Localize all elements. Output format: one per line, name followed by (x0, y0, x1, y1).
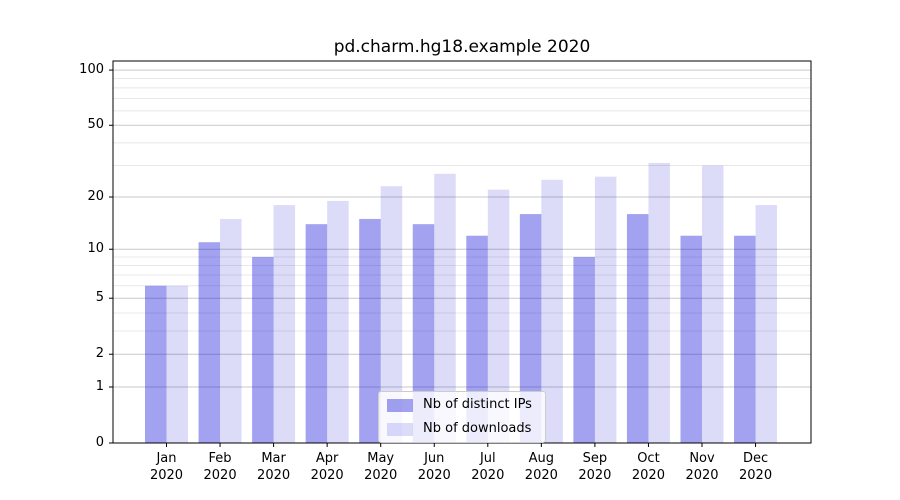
bar-ips-aug (519, 214, 542, 443)
x-tick-label: Dec 2020 (739, 451, 773, 483)
x-tick-label: Aug 2020 (524, 451, 558, 483)
y-tick-label: 0 (95, 435, 104, 450)
y-tick-label: 100 (79, 62, 104, 78)
y-tick-label: 20 (87, 188, 104, 204)
bar-ips-sep (573, 256, 595, 443)
y-tick-label: 10 (87, 241, 104, 257)
bar-downloads-apr (327, 200, 349, 443)
plot-frame (112, 60, 812, 444)
x-tick-label: May 2020 (364, 451, 398, 483)
y-tick-label: 50 (87, 117, 104, 133)
bar-downloads-jul (487, 189, 510, 443)
y-tick-label: 1 (95, 378, 104, 394)
bar-downloads-oct (648, 162, 670, 443)
x-tick-label: Jan 2020 (149, 451, 184, 483)
bar-downloads-aug (541, 179, 563, 443)
bar-downloads-sep (594, 176, 617, 444)
bar-ips-jun (412, 224, 435, 443)
bar-ips-feb (198, 242, 221, 443)
bar-downloads-dec (755, 205, 778, 443)
legend-label-distinct-ips: Nb of distinct IPs (423, 397, 532, 412)
bar-downloads-nov (702, 165, 724, 444)
x-tick-label: Jul 2020 (471, 451, 505, 483)
bar-ips-may (359, 218, 381, 443)
bar-ips-apr (305, 224, 328, 443)
bar-ips-jan (145, 285, 167, 443)
bar-ips-dec (734, 235, 756, 443)
bar-downloads-jan (166, 285, 188, 443)
bar-downloads-jun (434, 173, 456, 443)
y-tick-label: 2 (95, 346, 104, 362)
legend: Nb of distinct IPs Nb of downloads (378, 391, 546, 443)
chart-title: pd.charm.hg18.example 2020 (333, 37, 591, 57)
bar-ips-nov (680, 235, 702, 443)
bar-ips-mar (252, 256, 274, 443)
legend-swatch-downloads (387, 422, 413, 436)
legend-entry-distinct-ips: Nb of distinct IPs (387, 394, 545, 416)
x-tick-label: Jun 2020 (417, 451, 451, 483)
bar-downloads-feb (220, 218, 242, 443)
legend-swatch-distinct-ips (387, 398, 413, 412)
legend-label-downloads: Nb of downloads (423, 421, 532, 436)
bar-ips-oct (626, 214, 649, 443)
legend-entry-downloads: Nb of downloads (387, 418, 545, 440)
x-tick-label: Sep 2020 (578, 451, 612, 483)
bar-downloads-mar (273, 205, 296, 443)
x-tick-label: Apr 2020 (310, 451, 344, 483)
x-tick-label: Mar 2020 (257, 451, 291, 483)
x-tick-label: Oct 2020 (631, 451, 665, 483)
y-tick-label: 5 (95, 290, 104, 306)
bar-downloads-may (380, 186, 403, 443)
x-tick-label: Nov 2020 (685, 451, 719, 483)
x-tick-label: Feb 2020 (203, 451, 237, 483)
